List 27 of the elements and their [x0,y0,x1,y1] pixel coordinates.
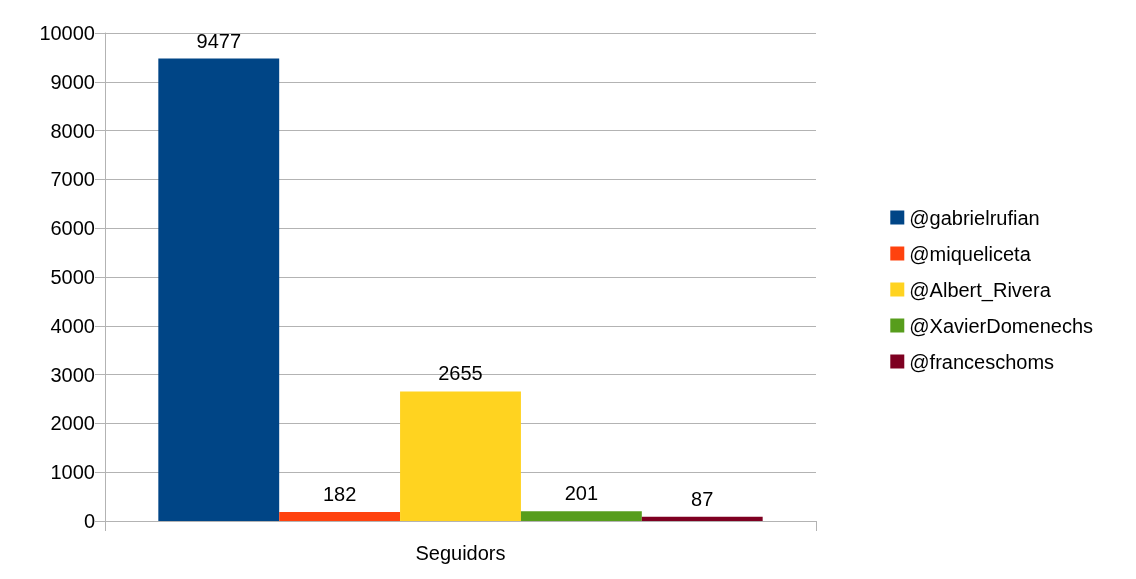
y-tick-label: 3000 [50,363,95,386]
y-tick-label: 10000 [39,22,95,44]
y-tick-label: 5000 [50,266,95,288]
data-label: 2655 [438,362,483,385]
data-label: 182 [322,483,357,506]
x-tick-label: Seguidors [415,542,506,564]
data-label: 9477 [196,29,242,52]
y-tick-label: 0 [83,510,95,532]
y-tick-label: 7000 [50,168,95,191]
bar [400,391,521,521]
bar [158,58,280,521]
y-tick-label: 8000 [50,119,95,142]
data-label: 201 [564,482,599,505]
y-tick-label: 6000 [50,217,95,240]
y-tick-label: 2000 [50,412,95,435]
bar [279,512,401,521]
bar [641,516,763,521]
y-tick-label: 4000 [50,314,95,337]
legend-label: @miqueliceta [909,242,1032,265]
legend-label: @gabrielrufian [909,206,1040,229]
y-tick-label: 1000 [50,461,95,484]
legend-label: @franceschoms [909,350,1055,373]
data-label: 87 [691,487,714,510]
y-tick-label: 9000 [50,70,95,93]
legend-label: @XavierDomenechs [909,314,1094,337]
legend-label: @Albert_Rivera [909,278,1052,302]
bar [520,511,642,521]
